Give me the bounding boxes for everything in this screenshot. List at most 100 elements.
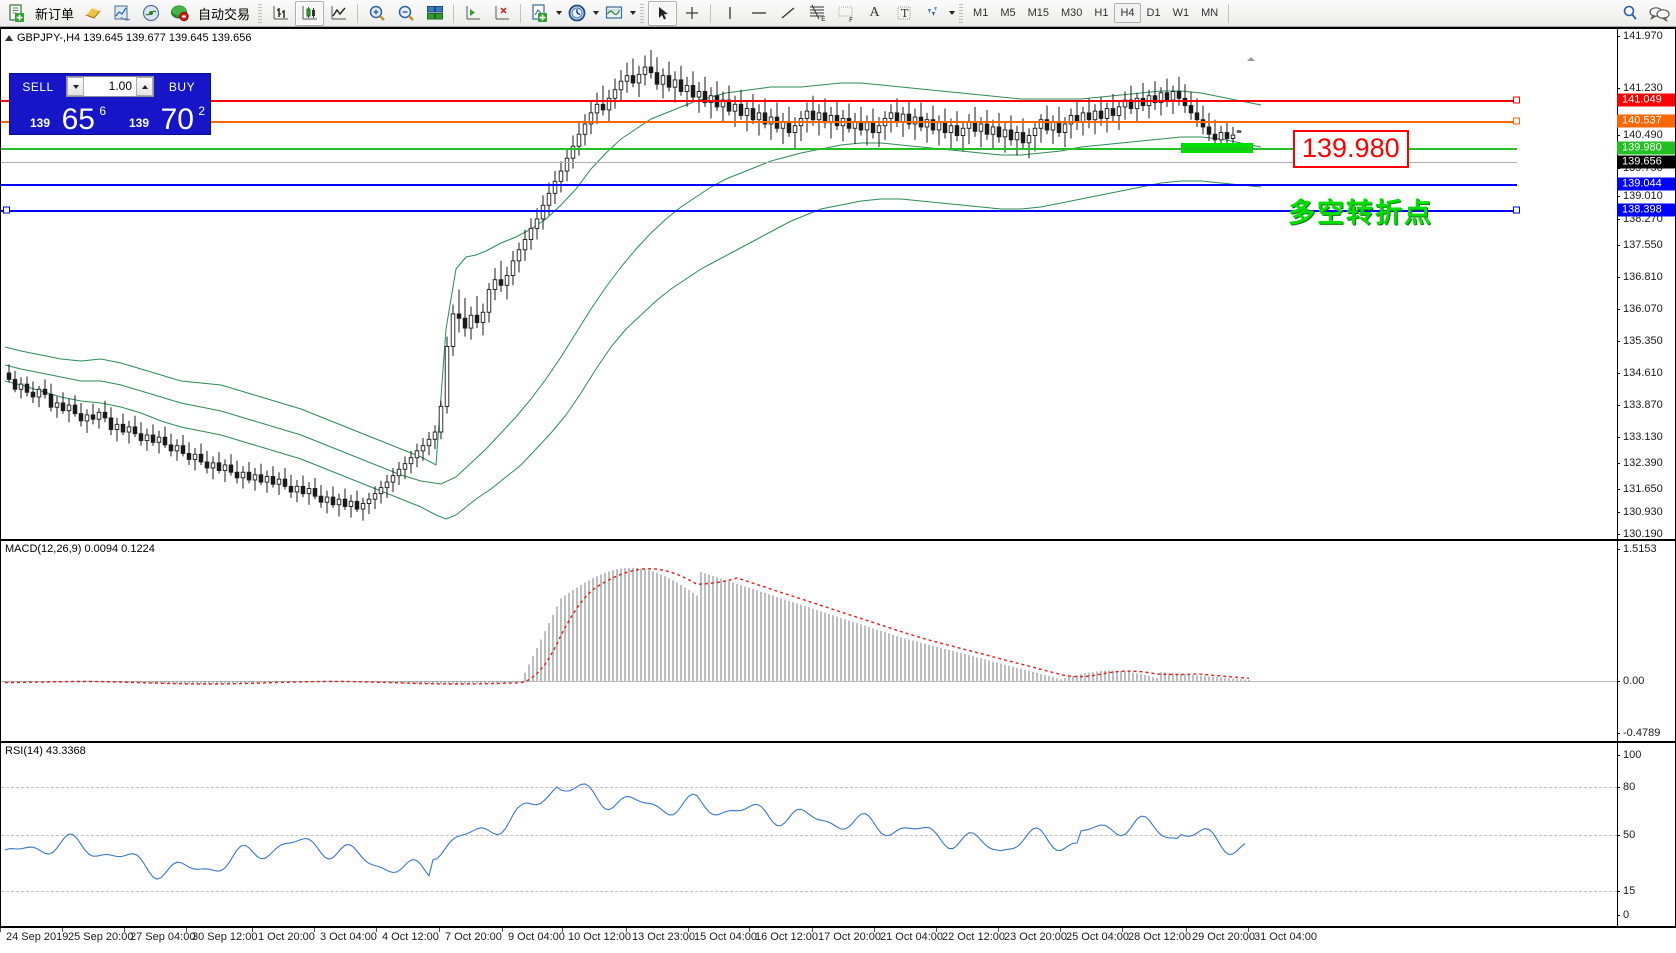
- toolbar-grip-tools[interactable]: [640, 3, 645, 23]
- zoom-out-icon[interactable]: [391, 1, 420, 26]
- symbol-header: GBPJPY-,H4 139.645 139.677 139.645 139.6…: [5, 32, 251, 44]
- candlestick-chart-icon[interactable]: [295, 0, 325, 26]
- trendline-icon[interactable]: [773, 1, 802, 26]
- autotrading-label[interactable]: 自动交易: [198, 7, 251, 23]
- zoom-in-icon[interactable]: [362, 1, 391, 26]
- time-axis[interactable]: 24 Sep 2019 25 Sep 20:00 27 Sep 04:00 30 Se…: [0, 927, 1676, 953]
- chart-shift-marker[interactable]: [1247, 57, 1255, 61]
- price-tick: 135.350: [1617, 335, 1675, 347]
- add-indicator-icon[interactable]: [525, 1, 554, 26]
- price-annotation-box[interactable]: 139.980: [1293, 130, 1409, 168]
- shapes-icon[interactable]: [918, 1, 947, 26]
- price-pane[interactable]: GBPJPY-,H4 139.645 139.677 139.645 139.6…: [0, 28, 1676, 540]
- sell-button[interactable]: 139 65 6: [12, 99, 109, 135]
- text-icon[interactable]: A: [869, 5, 880, 20]
- level-handle-138398-right[interactable]: [1513, 206, 1520, 214]
- new-order-icon[interactable]: [2, 1, 31, 26]
- buy-button[interactable]: 139 70 2: [111, 99, 208, 135]
- timeframe-h1[interactable]: H1: [1094, 7, 1109, 19]
- timeframe-m15[interactable]: M15: [1027, 7, 1049, 19]
- sell-label: SELL: [22, 79, 54, 94]
- level-handle-141049[interactable]: [1513, 96, 1520, 104]
- period-icon[interactable]: [562, 1, 591, 26]
- volume-increase-button[interactable]: [136, 77, 153, 96]
- timeframe-m1[interactable]: M1: [973, 7, 989, 19]
- equidistant-channel-icon[interactable]: F: [831, 1, 860, 26]
- price-label-139980[interactable]: 139.980: [1617, 141, 1675, 155]
- timeframe-h4[interactable]: H4: [1114, 3, 1141, 23]
- volume-value[interactable]: 1.00: [108, 79, 132, 93]
- volume-input[interactable]: 1.00: [66, 76, 154, 97]
- time-tick-mark: [626, 928, 627, 932]
- level-handle-140537[interactable]: [1513, 117, 1520, 125]
- indicators-icon[interactable]: [107, 1, 136, 26]
- svg-text:F: F: [849, 16, 853, 23]
- chart-area[interactable]: GBPJPY-,H4 139.645 139.677 139.645 139.6…: [0, 27, 1676, 952]
- period-dropdown-icon[interactable]: [593, 11, 600, 15]
- templates-icon[interactable]: [420, 1, 449, 26]
- level-line-141049[interactable]: [1, 100, 1517, 102]
- horizontal-line-icon[interactable]: [744, 1, 773, 26]
- volume-decrease-button[interactable]: [67, 77, 84, 96]
- rsi-axis-line: [1617, 743, 1618, 926]
- bar-chart-icon[interactable]: [266, 1, 295, 26]
- price-axis[interactable]: 141.970 141.230 140.490 139.750 139.010 …: [1617, 29, 1675, 539]
- time-tick-label: 25 Oct 04:00: [1066, 931, 1129, 943]
- toolbar-grip-charts[interactable]: [258, 3, 263, 23]
- macd-zero-line: [1, 681, 1617, 682]
- time-tick-mark: [124, 928, 125, 932]
- price-axis-line: [1617, 29, 1618, 539]
- rsi-pane[interactable]: RSI(14) 43.3368 100 80 50 15 0: [0, 742, 1676, 927]
- time-tick-label: 31 Oct 04:00: [1254, 931, 1317, 943]
- price-label-138398[interactable]: 138.398: [1617, 203, 1675, 217]
- timeframe-m30[interactable]: M30: [1061, 7, 1083, 19]
- text-label-icon[interactable]: T: [889, 1, 918, 26]
- price-label-140537[interactable]: 140.537: [1617, 114, 1675, 128]
- one-click-trading-panel[interactable]: SELL 1.00 BUY 139 65 6 139 70 2: [9, 73, 211, 135]
- timeframe-d1[interactable]: D1: [1146, 7, 1161, 19]
- rsi-axis[interactable]: 100 80 50 15 0: [1617, 743, 1675, 926]
- chart-shift-icon[interactable]: [458, 1, 487, 26]
- timeframe-mn[interactable]: MN: [1201, 7, 1219, 19]
- level-line-138398[interactable]: [1, 210, 1517, 212]
- one-click-trading-top-row: SELL 1.00 BUY: [10, 74, 210, 99]
- vertical-line-icon[interactable]: [715, 1, 744, 26]
- shapes-dropdown-icon[interactable]: [949, 11, 956, 15]
- autotrading-icon[interactable]: [165, 1, 194, 26]
- level-line-140537[interactable]: [1, 121, 1517, 123]
- price-tick: 140.490: [1617, 129, 1675, 141]
- line-chart-icon[interactable]: [324, 1, 353, 26]
- new-order-label[interactable]: 新订单: [35, 7, 75, 23]
- price-tick: 133.870: [1617, 399, 1675, 411]
- time-tick-mark: [314, 928, 315, 932]
- collapse-triangle-icon[interactable]: [5, 35, 13, 41]
- time-tick-mark: [1060, 928, 1061, 932]
- time-tick-mark: [1122, 928, 1123, 932]
- price-label-139044[interactable]: 139.044: [1617, 177, 1675, 191]
- cursor-icon[interactable]: [648, 0, 678, 26]
- add-indicator-dropdown-icon[interactable]: [556, 11, 563, 15]
- objects-icon[interactable]: [599, 1, 628, 26]
- toolbar-grip-periods[interactable]: [959, 3, 964, 23]
- level-line-139980[interactable]: [1, 148, 1517, 150]
- crosshair-icon[interactable]: [677, 1, 706, 26]
- chat-icon[interactable]: [1644, 1, 1674, 26]
- price-label-141049[interactable]: 141.049: [1617, 93, 1675, 107]
- level-line-139044[interactable]: [1, 184, 1517, 186]
- auto-scroll-icon[interactable]: [487, 1, 516, 26]
- signals-icon[interactable]: [136, 1, 165, 26]
- search-icon[interactable]: [1615, 1, 1644, 26]
- fibonacci-icon[interactable]: E: [802, 1, 831, 26]
- timeframe-w1[interactable]: W1: [1172, 7, 1190, 19]
- main-toolbar[interactable]: 新订单 自动交易: [0, 0, 1676, 27]
- macd-pane[interactable]: MACD(12,26,9) 0.0094 0.1224 1.5153 0.00 …: [0, 540, 1676, 742]
- time-tick-label: 17 Oct 20:00: [818, 931, 881, 943]
- level-handle-138398[interactable]: [3, 206, 10, 214]
- expert-advisor-icon[interactable]: [78, 1, 107, 26]
- chinese-annotation[interactable]: 多空转折点: [1288, 199, 1433, 229]
- timeframe-m5[interactable]: M5: [1000, 7, 1016, 19]
- toolbar-separator-4: [710, 3, 712, 23]
- macd-axis[interactable]: 1.5153 0.00 -0.4789: [1617, 541, 1675, 741]
- toolbar-separator-5: [1228, 3, 1230, 23]
- objects-dropdown-icon[interactable]: [630, 11, 637, 15]
